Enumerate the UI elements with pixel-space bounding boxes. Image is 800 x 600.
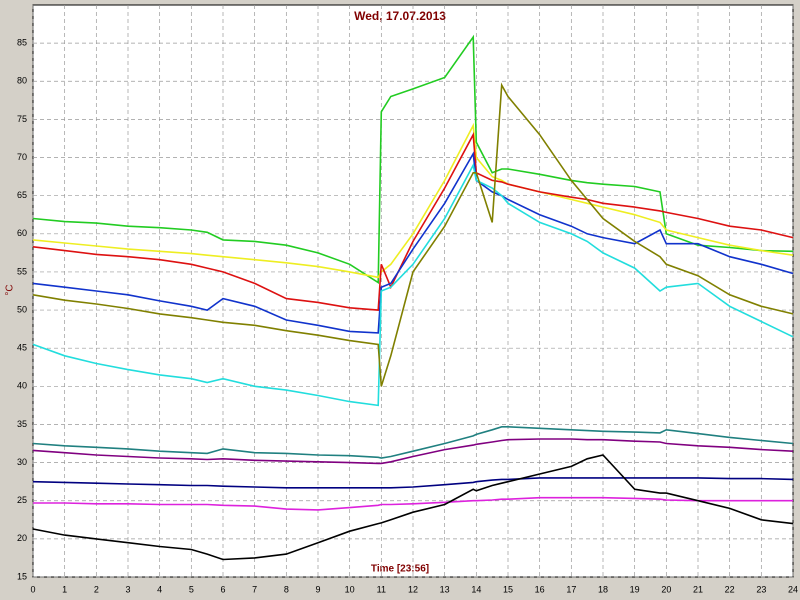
x-tick-label: 8 [284,584,289,594]
y-tick-label: 65 [17,190,27,200]
x-tick-label: 2 [94,584,99,594]
x-axis-label: Time [23:56] [371,564,429,575]
x-tick-label: 11 [377,584,386,594]
x-tick-label: 16 [535,584,545,594]
x-tick-label: 24 [788,584,798,594]
x-tick-label: 21 [693,584,703,594]
y-tick-label: 70 [17,152,27,162]
series-line [33,496,793,511]
series-line [32,34,794,285]
y-tick-label: 20 [17,533,27,543]
y-tick-label: 35 [17,419,27,429]
x-tick-label: 12 [408,584,418,594]
y-tick-label: 75 [17,114,27,124]
x-tick-label: 17 [566,584,576,594]
x-tick-label: 13 [440,584,450,594]
series-line [32,122,794,279]
x-tick-label: 19 [630,584,640,594]
x-tick-label: 1 [62,584,67,594]
x-tick-label: 5 [189,584,194,594]
y-tick-label: 85 [17,38,27,48]
x-tick-label: 10 [345,584,355,594]
series-line [32,151,794,334]
x-tick-label: 6 [220,584,225,594]
y-axis-label: °C [5,284,16,295]
y-tick-label: 45 [17,343,27,353]
x-tick-label: 18 [598,584,608,594]
series-line [32,426,794,459]
y-tick-label: 30 [17,457,27,467]
series-line [32,162,794,407]
chart-title: Wed, 17.07.2013 [354,9,446,23]
y-tick-label: 50 [17,304,27,314]
x-tick-label: 3 [125,584,130,594]
x-tick-label: 22 [725,584,735,594]
series-line [32,477,794,489]
x-tick-label: 15 [503,584,513,594]
x-tick-label: 9 [315,584,320,594]
y-tick-label: 40 [17,381,27,391]
y-tick-label: 60 [17,228,27,238]
series-line [32,438,794,465]
y-tick-label: 25 [17,495,27,505]
x-tick-label: 4 [157,584,162,594]
series-line [32,454,794,561]
series-line [32,131,794,311]
x-tick-label: 14 [471,584,481,594]
y-tick-label: 80 [17,76,27,86]
series-line [32,82,794,387]
y-tick-label: 15 [17,571,27,581]
y-tick-label: 55 [17,266,27,276]
x-tick-label: 7 [252,584,257,594]
x-tick-label: 0 [30,584,35,594]
x-tick-label: 23 [756,584,766,594]
x-tick-label: 20 [661,584,671,594]
